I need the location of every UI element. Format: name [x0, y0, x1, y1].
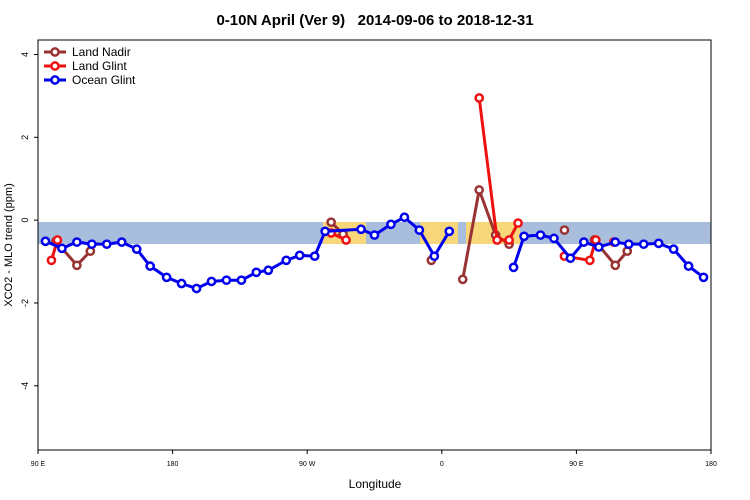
data-point [535, 230, 546, 240]
data-point [623, 239, 634, 250]
legend-label: Land Nadir [72, 45, 131, 59]
y-tick-label: 4 [20, 52, 30, 57]
chart-title: 0-10N April (Ver 9) 2014-09-06 to 2018-1… [216, 12, 533, 29]
data-point [457, 274, 468, 285]
data-point [294, 250, 305, 261]
data-point [429, 251, 440, 262]
data-point [101, 239, 112, 250]
data-point [513, 218, 523, 228]
data-point [251, 267, 262, 278]
data-point [206, 276, 217, 287]
data-point [492, 235, 502, 245]
data-point [145, 261, 156, 271]
data-point [610, 237, 621, 247]
data-point [320, 226, 330, 237]
legend-swatch-point [50, 75, 60, 85]
data-point [263, 265, 274, 276]
plot-frame [37, 39, 712, 451]
data-point [399, 212, 410, 223]
y-tick-label: 2 [20, 135, 30, 140]
data-point [281, 255, 292, 266]
legend-label: Land Glint [72, 59, 127, 73]
data-point [86, 239, 97, 250]
data-point [508, 262, 519, 273]
x-tick-label: 0 [440, 461, 444, 468]
x-tick-label: 90 E [569, 461, 584, 468]
legend-swatch-point [50, 47, 60, 57]
data-point [638, 239, 649, 250]
data-point [40, 236, 51, 247]
data-point [386, 219, 396, 230]
data-point [72, 260, 82, 271]
data-point [565, 253, 576, 264]
data-point [369, 230, 380, 240]
data-point [504, 235, 514, 245]
data-point [549, 233, 559, 244]
x-axis-label: Longitude [349, 477, 402, 491]
data-point [309, 251, 320, 262]
data-point [341, 235, 351, 245]
data-point [698, 272, 709, 283]
x-tick-label: 90 E [31, 461, 46, 468]
data-point [326, 217, 336, 228]
data-point [131, 244, 142, 254]
data-point [236, 275, 247, 286]
data-point [356, 224, 366, 235]
y-axis-label: XCO2 - MLO trend (ppm) [3, 183, 15, 306]
data-point [414, 225, 425, 235]
data-point [161, 272, 172, 283]
data-point [519, 231, 529, 242]
data-point [474, 185, 485, 195]
x-tick-label: 90 W [299, 461, 316, 468]
data-point [653, 238, 664, 249]
data-point [176, 278, 187, 289]
y-tick-label: -4 [20, 382, 30, 390]
x-tick-label: 180 [705, 461, 717, 468]
data-point [559, 225, 570, 235]
data-point [116, 237, 127, 247]
x-tick-label: 180 [167, 461, 179, 468]
data-point [579, 237, 589, 247]
data-point [46, 255, 57, 266]
data-point [52, 235, 63, 245]
data-point [683, 261, 694, 271]
y-tick-label: 0 [20, 218, 30, 223]
data-point [610, 260, 621, 271]
data-point [585, 255, 595, 266]
data-point [474, 93, 485, 103]
data-point [593, 242, 604, 252]
data-point [191, 283, 202, 294]
legend-swatch-point [50, 61, 60, 71]
data-point [57, 243, 67, 254]
data-point [444, 226, 455, 237]
data-point [72, 237, 82, 247]
y-tick-label: -2 [20, 299, 30, 307]
legend-label: Ocean Glint [72, 73, 136, 87]
data-point [221, 275, 232, 286]
data-point [668, 244, 679, 254]
